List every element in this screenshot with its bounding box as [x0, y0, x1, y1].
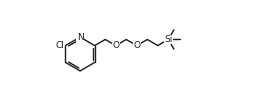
Text: Si: Si	[164, 35, 172, 44]
Text: Cl: Cl	[56, 41, 65, 50]
Text: O: O	[133, 41, 140, 50]
Text: N: N	[77, 33, 83, 42]
Text: O: O	[112, 41, 119, 50]
